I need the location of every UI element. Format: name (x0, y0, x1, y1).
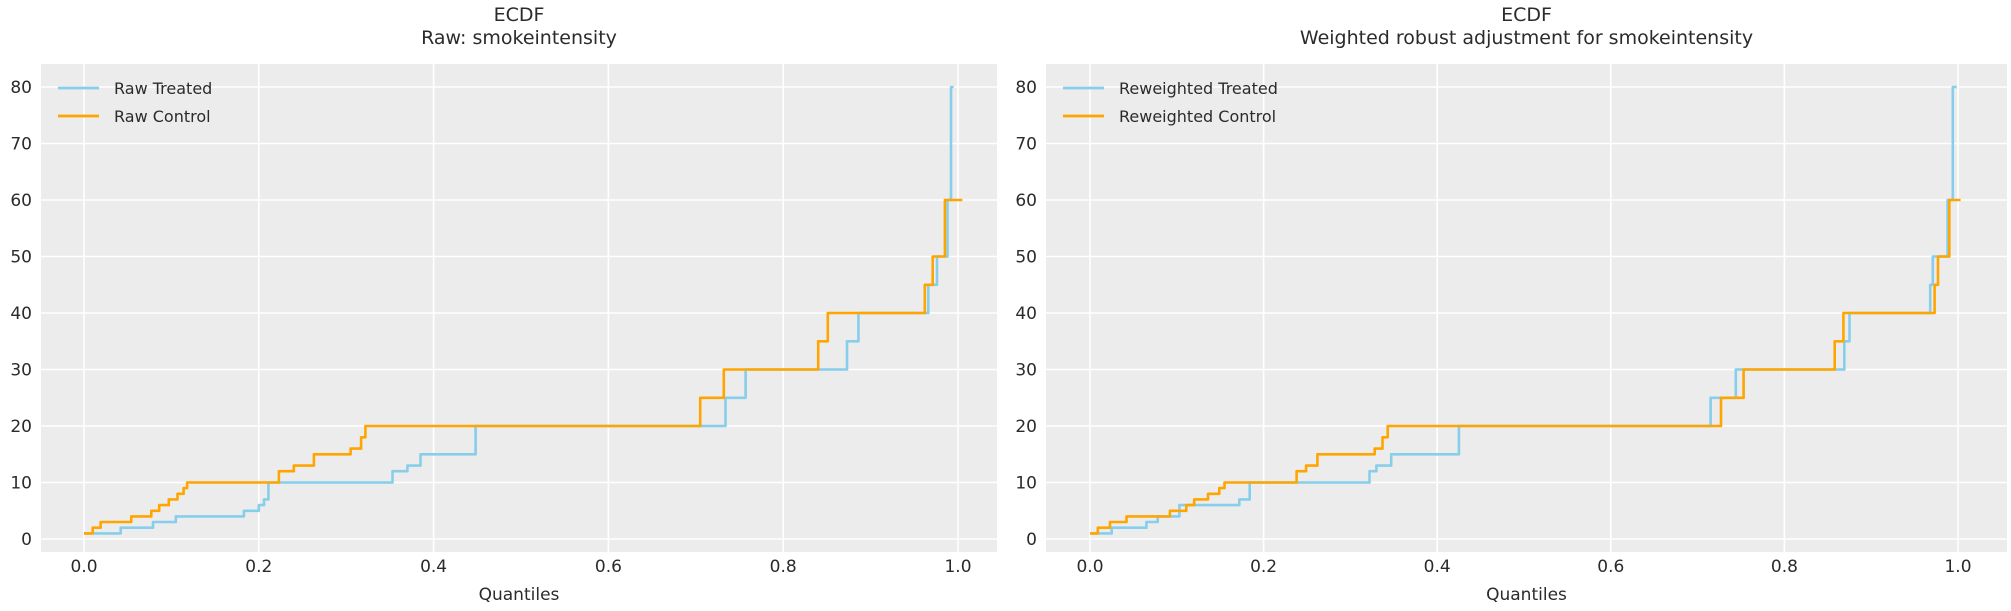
y-tick-label: 0 (21, 530, 32, 550)
series-line-control (84, 198, 963, 535)
y-tick-label: 70 (1015, 135, 1037, 155)
legend-label: Reweighted Treated (1119, 79, 1278, 98)
y-tick-label: 40 (10, 304, 32, 324)
x-tick-label: 0.6 (1597, 557, 1624, 577)
panel-subtitle: Raw: smokeintensity (421, 27, 617, 49)
y-tick-label: 50 (1015, 248, 1037, 268)
y-tick-label: 70 (10, 135, 32, 155)
y-tick-label: 60 (10, 191, 32, 211)
y-tick-label: 10 (10, 474, 32, 494)
y-tick-label: 40 (1015, 304, 1037, 324)
panel-subtitle: Weighted robust adjustment for smokeinte… (1300, 27, 1753, 49)
x-tick-label: 0.4 (420, 557, 447, 577)
y-tick-label: 30 (1015, 361, 1037, 381)
grid (1046, 64, 2007, 552)
legend-label: Raw Control (114, 107, 211, 126)
legend: Reweighted Treated Reweighted Control (1063, 79, 1278, 126)
panel-title: ECDF (1501, 4, 1552, 26)
y-tick-label: 10 (1015, 474, 1037, 494)
y-tick-label: 20 (10, 417, 32, 437)
x-tick-label: 0.2 (1250, 557, 1277, 577)
legend-label: Reweighted Control (1119, 107, 1276, 126)
x-axis-label: Quantiles (479, 585, 560, 605)
y-tick-label: 80 (1015, 78, 1037, 98)
y-tick-label: 20 (1015, 417, 1037, 437)
axes-background (1046, 64, 2007, 552)
x-tick-label: 0.6 (595, 557, 622, 577)
x-tick-label: 0.0 (1076, 557, 1103, 577)
axes-background (41, 64, 997, 552)
series-line-control (1090, 198, 1961, 535)
y-tick-label: 0 (1026, 530, 1037, 550)
x-tick-label: 0.8 (1771, 557, 1798, 577)
y-tick-label: 30 (10, 361, 32, 381)
y-tick-label: 60 (1015, 191, 1037, 211)
x-tick-label: 0.0 (70, 557, 97, 577)
y-tick-label: 50 (10, 248, 32, 268)
panel-title: ECDF (494, 4, 545, 26)
x-axis-label: Quantiles (1486, 585, 1567, 605)
x-tick-label: 1.0 (944, 557, 971, 577)
x-tick-label: 0.2 (245, 557, 272, 577)
legend-label: Raw Treated (114, 79, 212, 98)
y-tick-label: 80 (10, 78, 32, 98)
x-tick-label: 0.8 (770, 557, 797, 577)
panel-weighted: 0 10 20 30 40 50 60 70 80 0.0 0.2 0.4 0.6 0.8 1.0 ECDFW… (1015, 4, 2007, 605)
x-tick-label: 0.4 (1424, 557, 1451, 577)
legend: Raw Treated Raw Control (58, 79, 212, 126)
x-tick-label: 1.0 (1944, 557, 1971, 577)
